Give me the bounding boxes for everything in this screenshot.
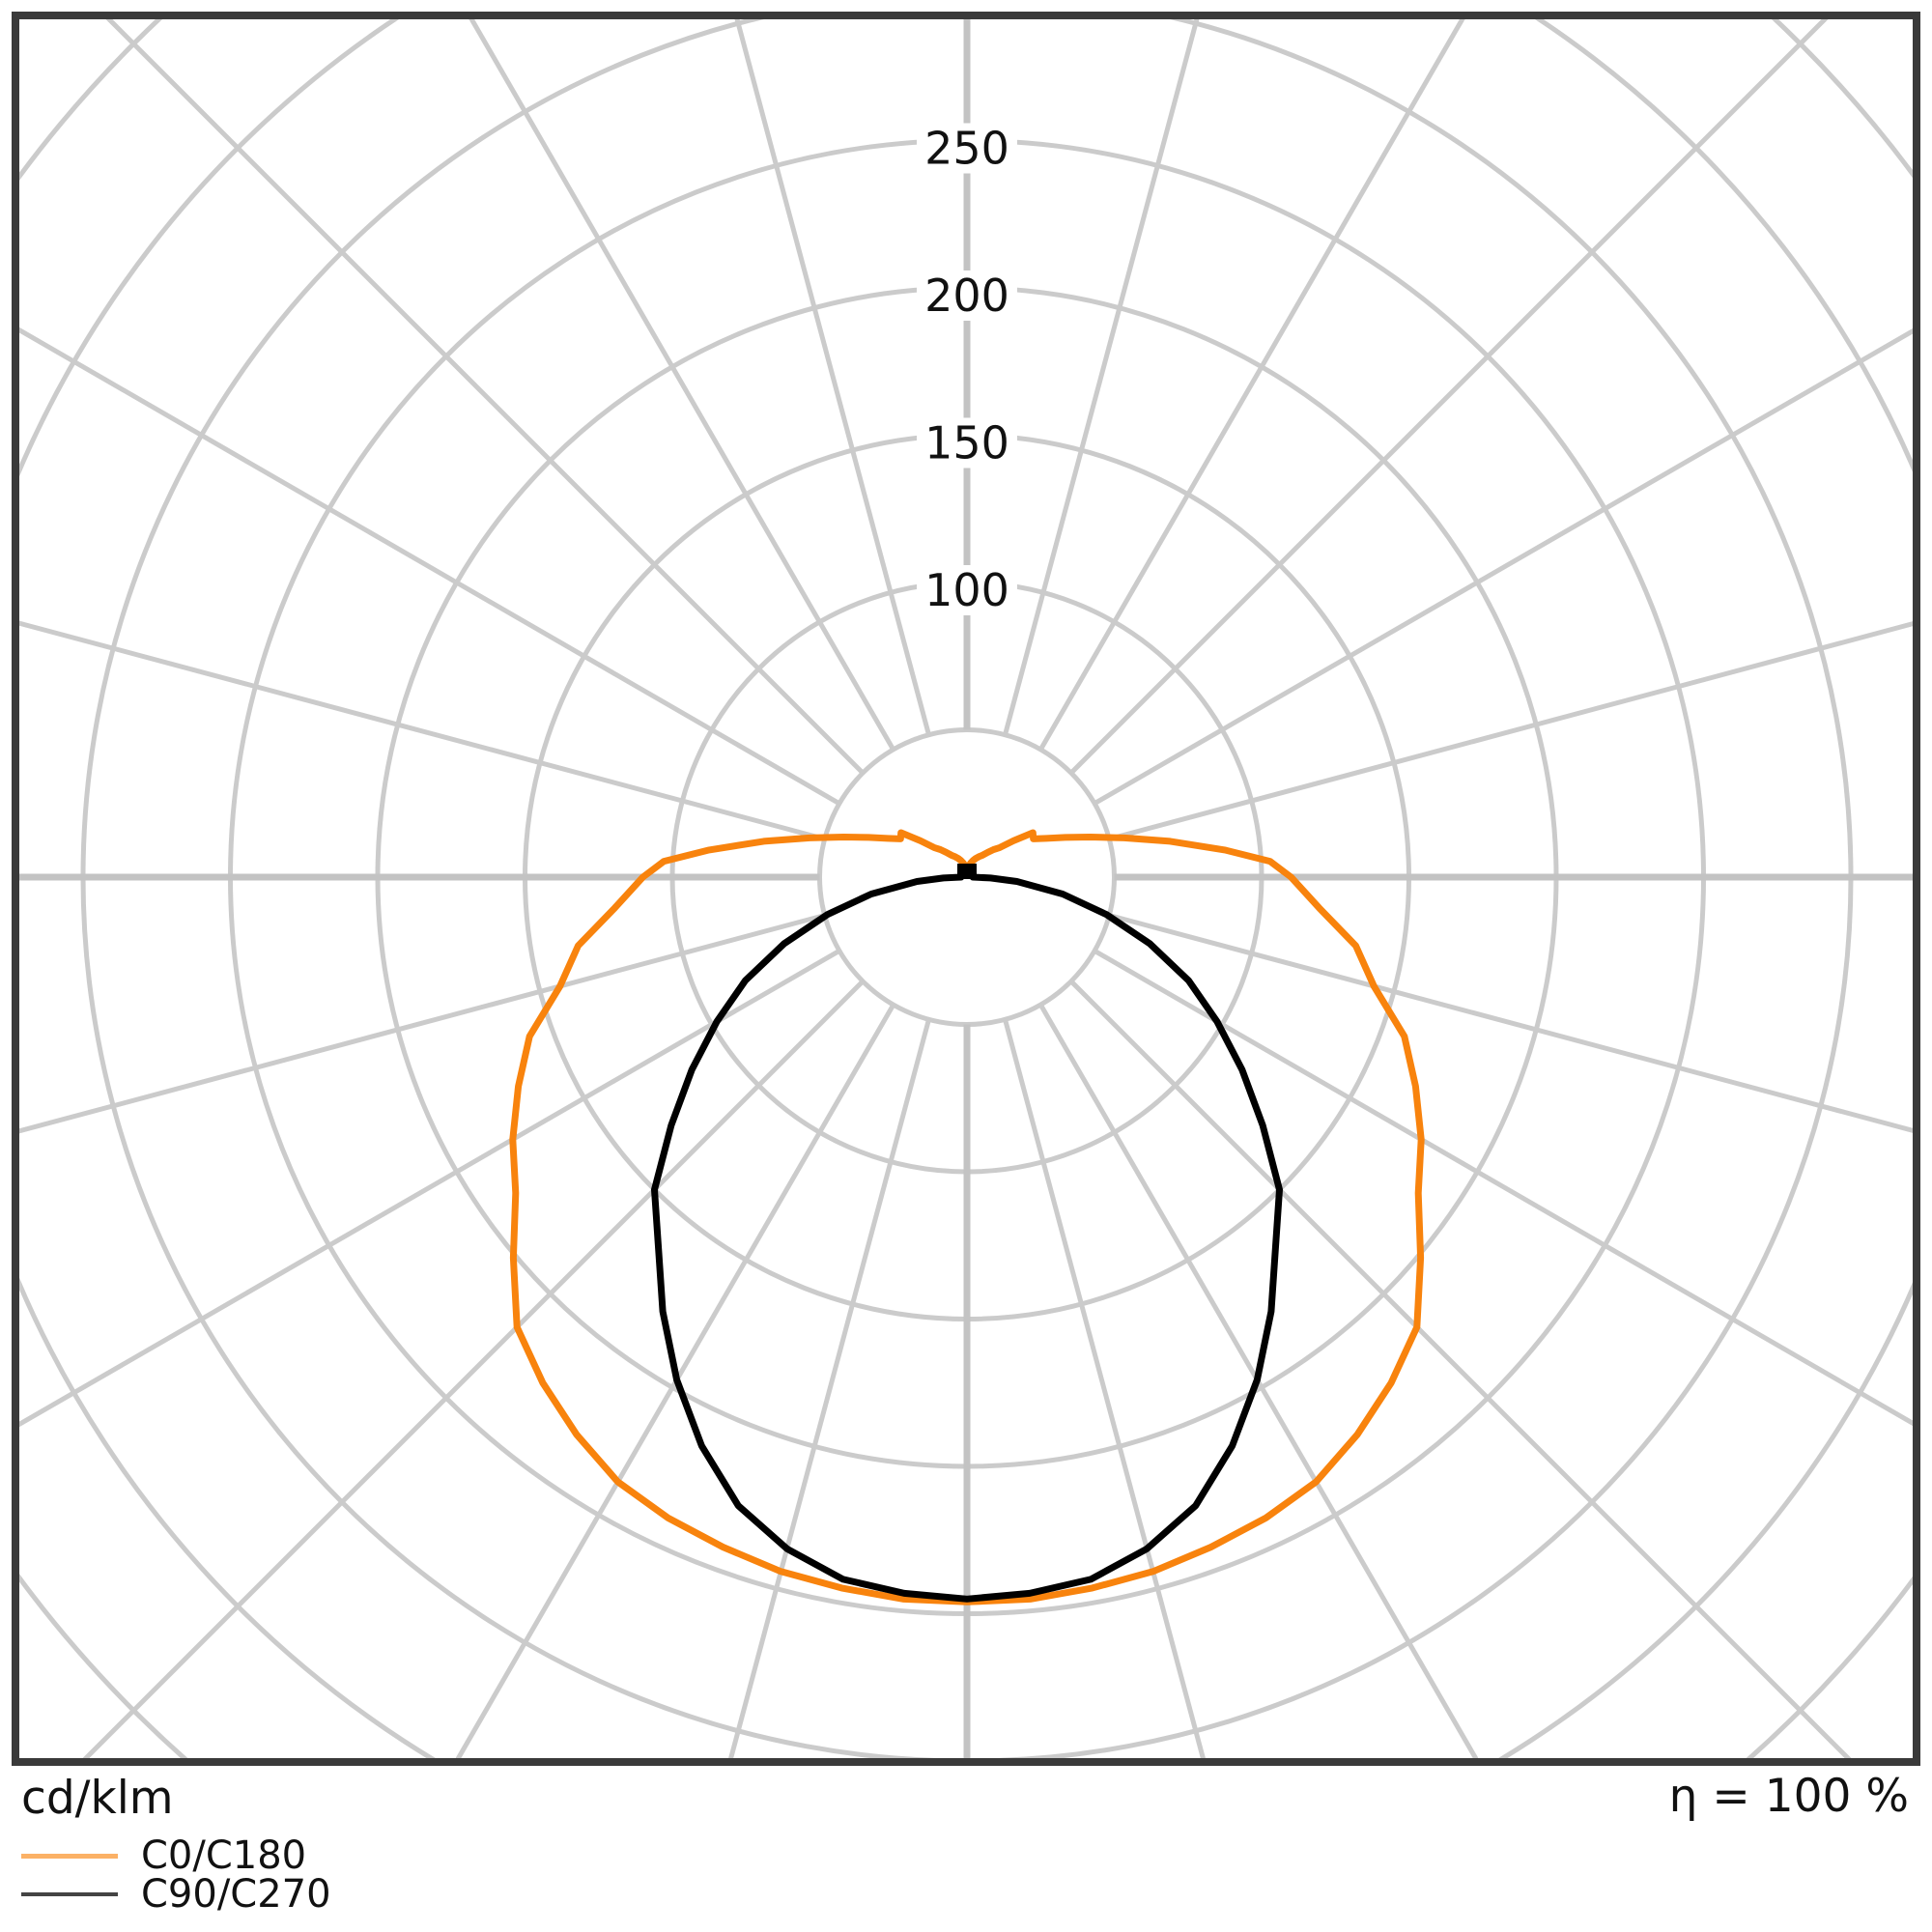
r-tick-label-bg <box>917 417 1017 469</box>
r-tick-label-150: 150 <box>924 417 1009 469</box>
grid-spoke-105deg <box>728 1018 931 1758</box>
grid-spoke-15deg <box>1108 913 1913 1133</box>
grid-spoke-30deg <box>1093 949 1913 1427</box>
legend-line-swatch-c90 <box>21 1892 118 1896</box>
legend-item-c0-c180: C0/C180 <box>21 1836 331 1875</box>
grid-spoke-60deg <box>1038 1003 1479 1758</box>
legend-line-swatch-c0 <box>21 1853 118 1859</box>
series-c90-c270 <box>651 873 1283 1603</box>
grid-spoke-300deg <box>1038 19 1465 752</box>
grid-spoke-285deg <box>1003 19 1200 736</box>
grid-spoke-345deg <box>1108 621 1913 841</box>
r-tick-label-bg <box>917 565 1017 615</box>
grid-spoke-315deg <box>1069 19 1829 775</box>
legend: C0/C180 C90/C270 <box>21 1836 331 1914</box>
grid-spoke-75deg <box>1003 1018 1206 1758</box>
r-tick-label-bg <box>917 123 1017 174</box>
grid-spoke-45deg <box>1069 980 1852 1758</box>
grid-spoke-165deg <box>19 913 826 1134</box>
grid-spoke-195deg <box>19 620 826 841</box>
r-tick-label-bg <box>917 270 1017 321</box>
plot-border <box>12 12 1920 1766</box>
grid-spoke-120deg <box>455 1003 895 1758</box>
grid-spoke-225deg <box>105 19 865 775</box>
grid-spoke-240deg <box>469 19 895 752</box>
efficiency-label: η = 100 % <box>1668 1770 1909 1823</box>
r-tick-label-200: 200 <box>924 270 1009 322</box>
r-axis-labels: 100 150 200 250 <box>917 123 1017 616</box>
grid-spoke-210deg <box>19 327 841 806</box>
intensity-curves <box>509 829 1425 1605</box>
grid-spoke-150deg <box>19 949 841 1428</box>
grid-spoke-255deg <box>734 19 931 736</box>
grid-spoke-135deg <box>82 980 865 1758</box>
center-marker <box>957 864 977 879</box>
r-tick-label-100: 100 <box>924 564 1009 616</box>
legend-label-c0: C0/C180 <box>141 1833 307 1878</box>
legend-item-c90-c270: C90/C270 <box>21 1875 331 1914</box>
legend-label-c90: C90/C270 <box>141 1872 331 1917</box>
grid-spoke-330deg <box>1093 327 1913 806</box>
unit-label: cd/klm <box>21 1772 174 1825</box>
r-tick-label-250: 250 <box>924 123 1009 175</box>
